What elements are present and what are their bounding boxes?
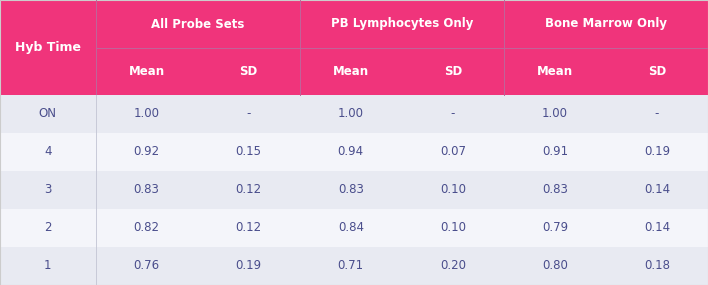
Text: 0.84: 0.84 [338,221,364,235]
Text: 1.00: 1.00 [134,107,159,121]
Text: SD: SD [239,65,258,78]
Text: SD: SD [444,65,462,78]
Text: 0.80: 0.80 [542,260,568,272]
Text: Mean: Mean [333,65,369,78]
Text: 0.10: 0.10 [440,184,466,196]
Text: 0.10: 0.10 [440,221,466,235]
Text: 0.91: 0.91 [542,146,568,158]
Text: PB Lymphocytes Only: PB Lymphocytes Only [331,17,473,30]
Text: ON: ON [39,107,57,121]
Text: 0.14: 0.14 [644,184,670,196]
Text: 0.71: 0.71 [338,260,364,272]
Text: 0.79: 0.79 [542,221,568,235]
Text: 0.07: 0.07 [440,146,466,158]
Text: 0.83: 0.83 [338,184,364,196]
Text: -: - [450,107,455,121]
Text: 1: 1 [44,260,52,272]
Text: 0.94: 0.94 [338,146,364,158]
Text: 0.15: 0.15 [236,146,262,158]
Text: 0.83: 0.83 [542,184,568,196]
Text: Bone Marrow Only: Bone Marrow Only [545,17,667,30]
Text: 0.92: 0.92 [134,146,160,158]
Text: 0.19: 0.19 [644,146,670,158]
Text: 0.14: 0.14 [644,221,670,235]
Text: -: - [246,107,251,121]
Text: 1.00: 1.00 [542,107,568,121]
Text: 0.76: 0.76 [134,260,160,272]
Text: 0.12: 0.12 [236,221,262,235]
Text: 0.19: 0.19 [236,260,262,272]
Text: 3: 3 [44,184,52,196]
Text: Mean: Mean [537,65,573,78]
Text: 0.18: 0.18 [644,260,670,272]
Text: 1.00: 1.00 [338,107,364,121]
Text: 0.20: 0.20 [440,260,466,272]
Text: Mean: Mean [129,65,165,78]
Text: Hyb Time: Hyb Time [15,41,81,54]
Text: 2: 2 [44,221,52,235]
Text: 0.82: 0.82 [134,221,159,235]
Text: SD: SD [648,65,666,78]
Text: All Probe Sets: All Probe Sets [151,17,244,30]
Text: 4: 4 [44,146,52,158]
Text: 0.83: 0.83 [134,184,159,196]
Text: 0.12: 0.12 [236,184,262,196]
Text: -: - [655,107,659,121]
